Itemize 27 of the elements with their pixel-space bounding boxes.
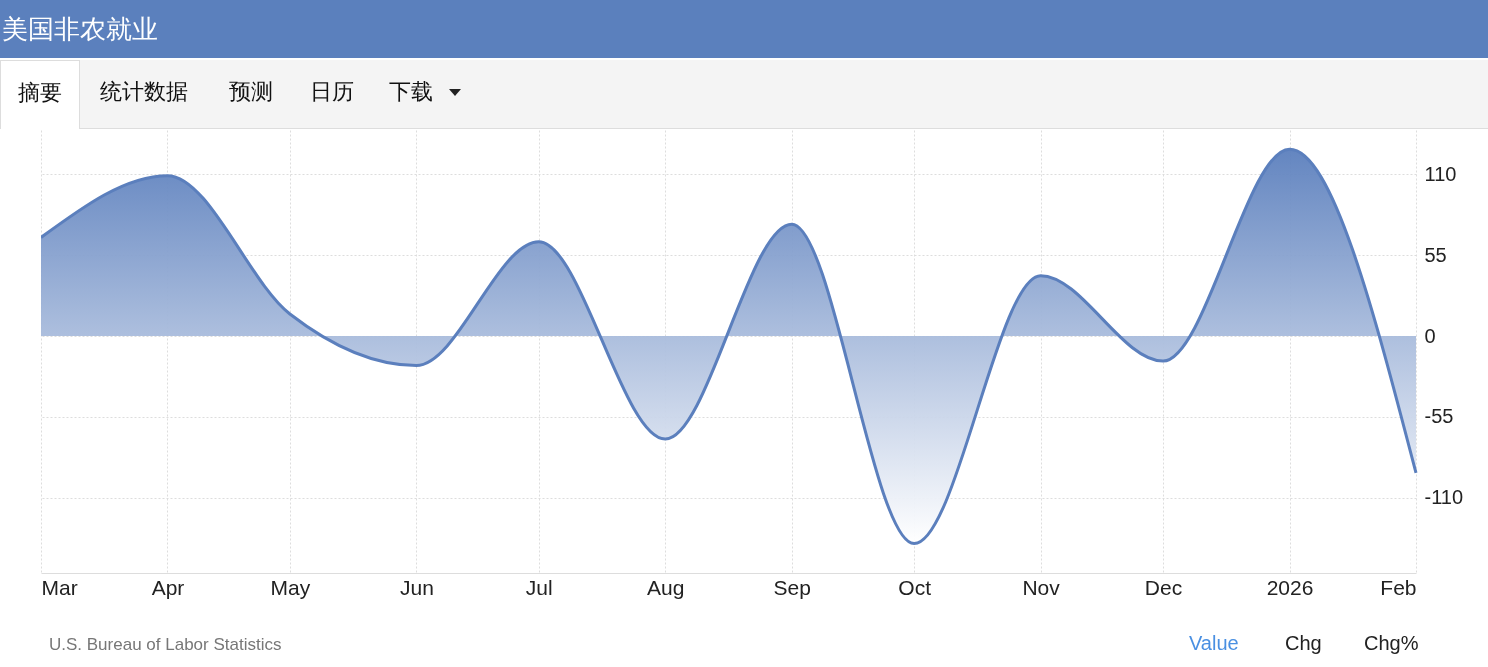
- y-tick-label: -110: [1424, 486, 1464, 509]
- chart-title: 美国非农就业: [0, 0, 1488, 58]
- x-tick-label: May: [270, 575, 311, 599]
- x-tick-label: Jun: [399, 575, 434, 599]
- text: 下载: [389, 78, 433, 106]
- text: Chg: [1285, 632, 1322, 655]
- text: Value: [1189, 632, 1239, 655]
- x-tick-label: Aug: [647, 575, 685, 599]
- x-tick-label: Dec: [1144, 575, 1183, 599]
- text: Chg%: [1364, 632, 1419, 655]
- x-tick-label: 2026: [1266, 575, 1314, 599]
- x-tick-label: Jul: [525, 575, 553, 599]
- x-tick-label: Nov: [1022, 575, 1061, 599]
- x-tick-label: Sep: [773, 575, 811, 599]
- text: 摘要: [0, 60, 80, 129]
- x-tick-label: Feb: [1380, 575, 1417, 599]
- y-tick-label: 110: [1424, 162, 1457, 185]
- y-tick-label: 55: [1424, 243, 1447, 266]
- x-tick-label: Apr: [151, 575, 185, 599]
- y-tick-label: 0: [1424, 324, 1436, 347]
- x-tick-label: Oct: [898, 575, 932, 599]
- text: 统计数据: [100, 78, 188, 106]
- x-tick-label: Mar: [41, 575, 78, 599]
- text: 预测: [229, 78, 273, 106]
- text: U.S. Bureau of Labor Statistics: [49, 635, 282, 655]
- text: 日历: [310, 78, 354, 106]
- y-tick-label: -55: [1424, 405, 1454, 428]
